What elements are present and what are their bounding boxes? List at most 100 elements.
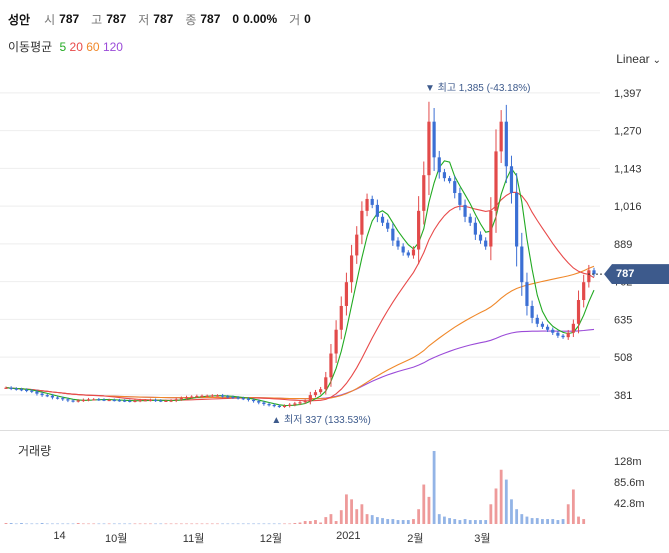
candle-body [504, 121, 508, 167]
stock-name: 성안 [8, 12, 31, 27]
ma-60-line [5, 265, 595, 400]
candle-body [329, 353, 333, 378]
volume-bar [200, 523, 204, 525]
candle-body [576, 300, 581, 324]
candle-body [236, 397, 240, 399]
low-annotation: ▲ 최저 337 (133.53%) [271, 414, 370, 425]
volume-bar [468, 520, 472, 524]
price-tick-label: 889 [614, 239, 632, 251]
volume-bar [561, 519, 565, 524]
candle-body [277, 405, 281, 408]
volume-bar [159, 523, 163, 525]
volume-bar [30, 523, 34, 525]
volume-bar [571, 489, 575, 524]
volume-bar [551, 519, 555, 524]
candle-body [417, 210, 421, 250]
volume-bar [195, 523, 199, 525]
low-label: 저 [138, 12, 150, 27]
candle-body [473, 222, 477, 235]
volume-bar [427, 496, 431, 524]
candle-body [380, 216, 385, 223]
volume-bar [479, 520, 482, 524]
volume-bar [71, 523, 75, 525]
candle-body [463, 204, 467, 217]
volume-bar [541, 519, 544, 524]
high-label: 고 [91, 12, 103, 27]
volume-bar [138, 523, 142, 525]
volume-bar [143, 523, 147, 525]
close-label: 종 [185, 12, 197, 27]
candle-body [97, 399, 101, 401]
volume-bar [4, 523, 8, 524]
volume-bar [499, 469, 503, 524]
candle-body [551, 329, 555, 333]
volume-bar [190, 523, 194, 525]
current-price-badge: 787 [604, 264, 669, 285]
volume-bar [236, 523, 240, 525]
volume-bar [329, 514, 333, 524]
volume-bar [164, 523, 168, 525]
volume-bar [226, 523, 230, 525]
candle-body [293, 403, 297, 405]
volume-bar [87, 523, 90, 525]
open-value: 787 [59, 12, 80, 26]
volume-bar [355, 509, 359, 524]
moving-average-legend[interactable]: 이동평균 5 20 60 120 [8, 38, 123, 55]
candle-body [76, 400, 80, 402]
volume-bar [288, 523, 292, 525]
candle-body [349, 255, 354, 283]
volume-bar [112, 523, 116, 525]
volume-bar [298, 522, 302, 524]
volume-bar [546, 519, 549, 524]
volume-bar [350, 499, 353, 524]
price-tick-label: 381 [614, 390, 632, 402]
volume-bar [339, 510, 343, 524]
volume-bar [128, 523, 132, 525]
candle-body [545, 326, 550, 330]
candle-body [179, 398, 183, 400]
volume-chart[interactable]: 128m 85.6m 42.8m [0, 430, 669, 528]
candle-body [587, 270, 591, 283]
volume-bar [396, 520, 400, 524]
candle-body [520, 246, 524, 283]
candle-body [355, 234, 359, 256]
candle-body [386, 222, 390, 229]
volume-bar [185, 523, 188, 525]
volume-bar [51, 523, 54, 525]
x-tick-label: 14 [53, 530, 66, 542]
volume-bar [525, 516, 529, 524]
price-tick-label: 1,270 [614, 126, 642, 138]
scale-dropdown[interactable]: Linear ⌄ [616, 52, 661, 66]
volume-bar [556, 520, 560, 524]
volume-bar [453, 519, 457, 524]
price-tick-label: 635 [614, 314, 632, 326]
volume-bar [277, 523, 281, 525]
volume-bar [262, 523, 266, 525]
candle-body [556, 332, 560, 336]
x-tick-label: 12월 [259, 533, 283, 545]
candle-body [184, 397, 189, 399]
volume-bar [92, 523, 96, 525]
volume-panel-label: 거래량 [18, 444, 52, 458]
candle-body [148, 399, 153, 402]
volume-bar [422, 484, 426, 524]
candle-body [30, 390, 34, 392]
volume-bar [401, 520, 405, 524]
volume-bar [582, 519, 586, 524]
volume-bar [35, 523, 39, 525]
candle-body [92, 399, 96, 401]
candle-body [308, 395, 312, 402]
x-tick-label: 2021 [336, 530, 361, 542]
candle-body [391, 228, 395, 241]
volume-bar [515, 509, 519, 524]
candle-body [86, 399, 91, 401]
x-tick-label: 11월 [182, 533, 205, 545]
candle-body [442, 172, 447, 179]
volume-bar [216, 523, 219, 525]
volume-bar [293, 523, 297, 524]
candle-body [592, 270, 596, 275]
candle-body [432, 121, 436, 158]
candle-body [159, 400, 163, 402]
candle-body [582, 282, 586, 301]
